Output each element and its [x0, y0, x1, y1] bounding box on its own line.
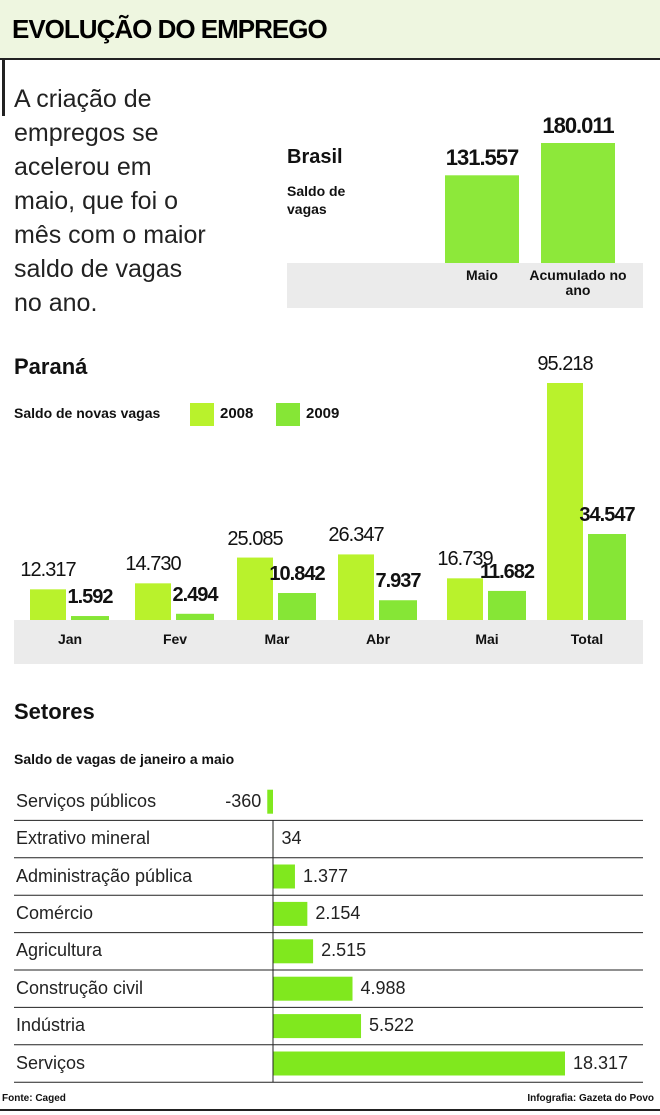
value-label: 2.494	[172, 583, 218, 606]
legend-swatch	[190, 403, 214, 426]
bar	[488, 590, 526, 620]
legend-label: 2008	[220, 405, 254, 422]
header: EVOLUÇÃO DO EMPREGO	[0, 0, 660, 60]
bar	[541, 143, 615, 263]
bar	[588, 534, 626, 620]
x-tick-label: Total	[570, 631, 604, 647]
value-label: 1.377	[302, 865, 348, 886]
value-label: 131.557	[445, 145, 520, 171]
bar	[176, 613, 214, 620]
bar	[338, 554, 374, 620]
value-label: 34.547	[579, 504, 635, 526]
bar	[135, 583, 171, 620]
value-label: 26.347	[328, 524, 384, 547]
bar	[273, 939, 314, 964]
bar	[445, 175, 519, 263]
value-label: 5.522	[369, 1015, 415, 1036]
value-label: 95.218	[537, 353, 593, 375]
legend-label: 2009	[306, 405, 340, 422]
bar	[71, 616, 109, 620]
bar	[447, 578, 483, 620]
category-label: Serviços públicos	[16, 790, 157, 811]
value-label: 11.682	[479, 560, 535, 583]
credit: Infografia: Gazeta do Povo	[527, 1093, 654, 1104]
value-label: 1.592	[67, 586, 113, 609]
x-tick-label: Jan	[57, 631, 83, 647]
value-label: 4.988	[360, 977, 406, 998]
panel	[287, 263, 643, 308]
bar	[267, 789, 273, 814]
accent-bar	[2, 58, 5, 116]
category-label: Indústria	[16, 1015, 86, 1036]
chart-subtitle: Saldo de novas vagas	[14, 405, 161, 421]
chart-subtitle: Saldo de vagas	[287, 183, 346, 217]
intro-text: A criação de empregos se acelerou em mai…	[14, 85, 206, 317]
category-label: Comércio	[16, 902, 94, 923]
value-label: 180.011	[542, 113, 614, 138]
x-tick-label: Mai	[475, 631, 499, 647]
value-label: 2.515	[321, 940, 367, 961]
value-label: 18.317	[573, 1052, 629, 1073]
chart-title: Brasil	[287, 146, 343, 168]
category-label: Agricultura	[16, 940, 103, 961]
chart-subtitle: Saldo de vagas de janeiro a maio	[14, 751, 235, 767]
bar	[273, 864, 295, 889]
x-tick-label: Mar	[264, 631, 290, 647]
value-label: 16.739	[437, 548, 493, 571]
value-label: 14.730	[125, 553, 181, 576]
value-label: 34	[281, 828, 302, 849]
source: Fonte: Caged	[2, 1093, 66, 1104]
bar	[273, 1051, 565, 1076]
category-label: Construção civil	[16, 977, 144, 998]
value-label: -360	[225, 790, 262, 811]
bar	[237, 557, 273, 620]
bar	[273, 1014, 362, 1039]
legend-swatch	[276, 403, 300, 426]
value-label: 2.154	[315, 902, 361, 923]
value-label: 12.317	[20, 559, 76, 582]
chart-title: Paraná	[14, 354, 88, 379]
bar	[273, 901, 308, 926]
category-label: Administração pública	[16, 865, 193, 886]
value-label: 7.937	[375, 570, 421, 593]
bar	[379, 600, 417, 620]
bar	[273, 976, 353, 1001]
value-label: 25.085	[227, 527, 283, 550]
x-tick-label: Abr	[365, 631, 391, 647]
header-title: EVOLUÇÃO DO EMPREGO	[12, 14, 328, 44]
value-label: 10.842	[269, 563, 325, 585]
category-label: Extrativo mineral	[16, 828, 151, 849]
chart-title: Setores	[14, 699, 95, 724]
bar	[30, 589, 66, 620]
bar	[278, 593, 316, 620]
x-tick-label: Acumulado no ano	[529, 267, 627, 298]
panel	[14, 620, 643, 664]
category-label: Serviços	[16, 1052, 86, 1073]
x-tick-label: Fev	[162, 631, 188, 647]
bar	[547, 383, 583, 620]
x-tick-label: Maio	[466, 267, 498, 283]
